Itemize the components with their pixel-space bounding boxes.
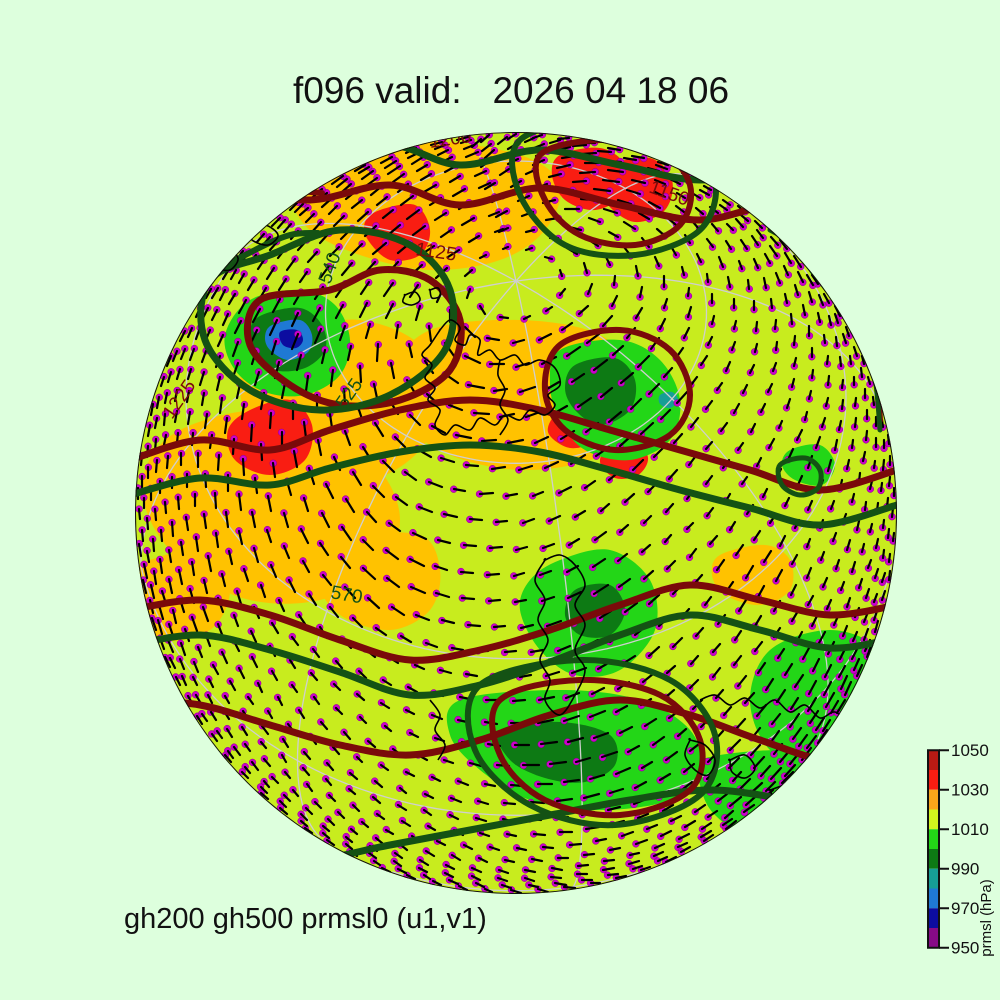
svg-text:1030: 1030 <box>951 781 989 800</box>
svg-text:1050: 1050 <box>951 741 989 760</box>
svg-text:f096 valid: 2026 04 18 06: f096 valid: 2026 04 18 06 <box>293 70 729 111</box>
svg-text:950: 950 <box>951 939 979 958</box>
svg-text:990: 990 <box>951 860 979 879</box>
svg-text:prmsl (hPa): prmsl (hPa) <box>978 879 995 957</box>
svg-text:gh200 gh500 prmsl0 (u1,v1): gh200 gh500 prmsl0 (u1,v1) <box>124 903 487 935</box>
svg-text:970: 970 <box>951 899 979 918</box>
svg-text:1010: 1010 <box>951 820 989 839</box>
